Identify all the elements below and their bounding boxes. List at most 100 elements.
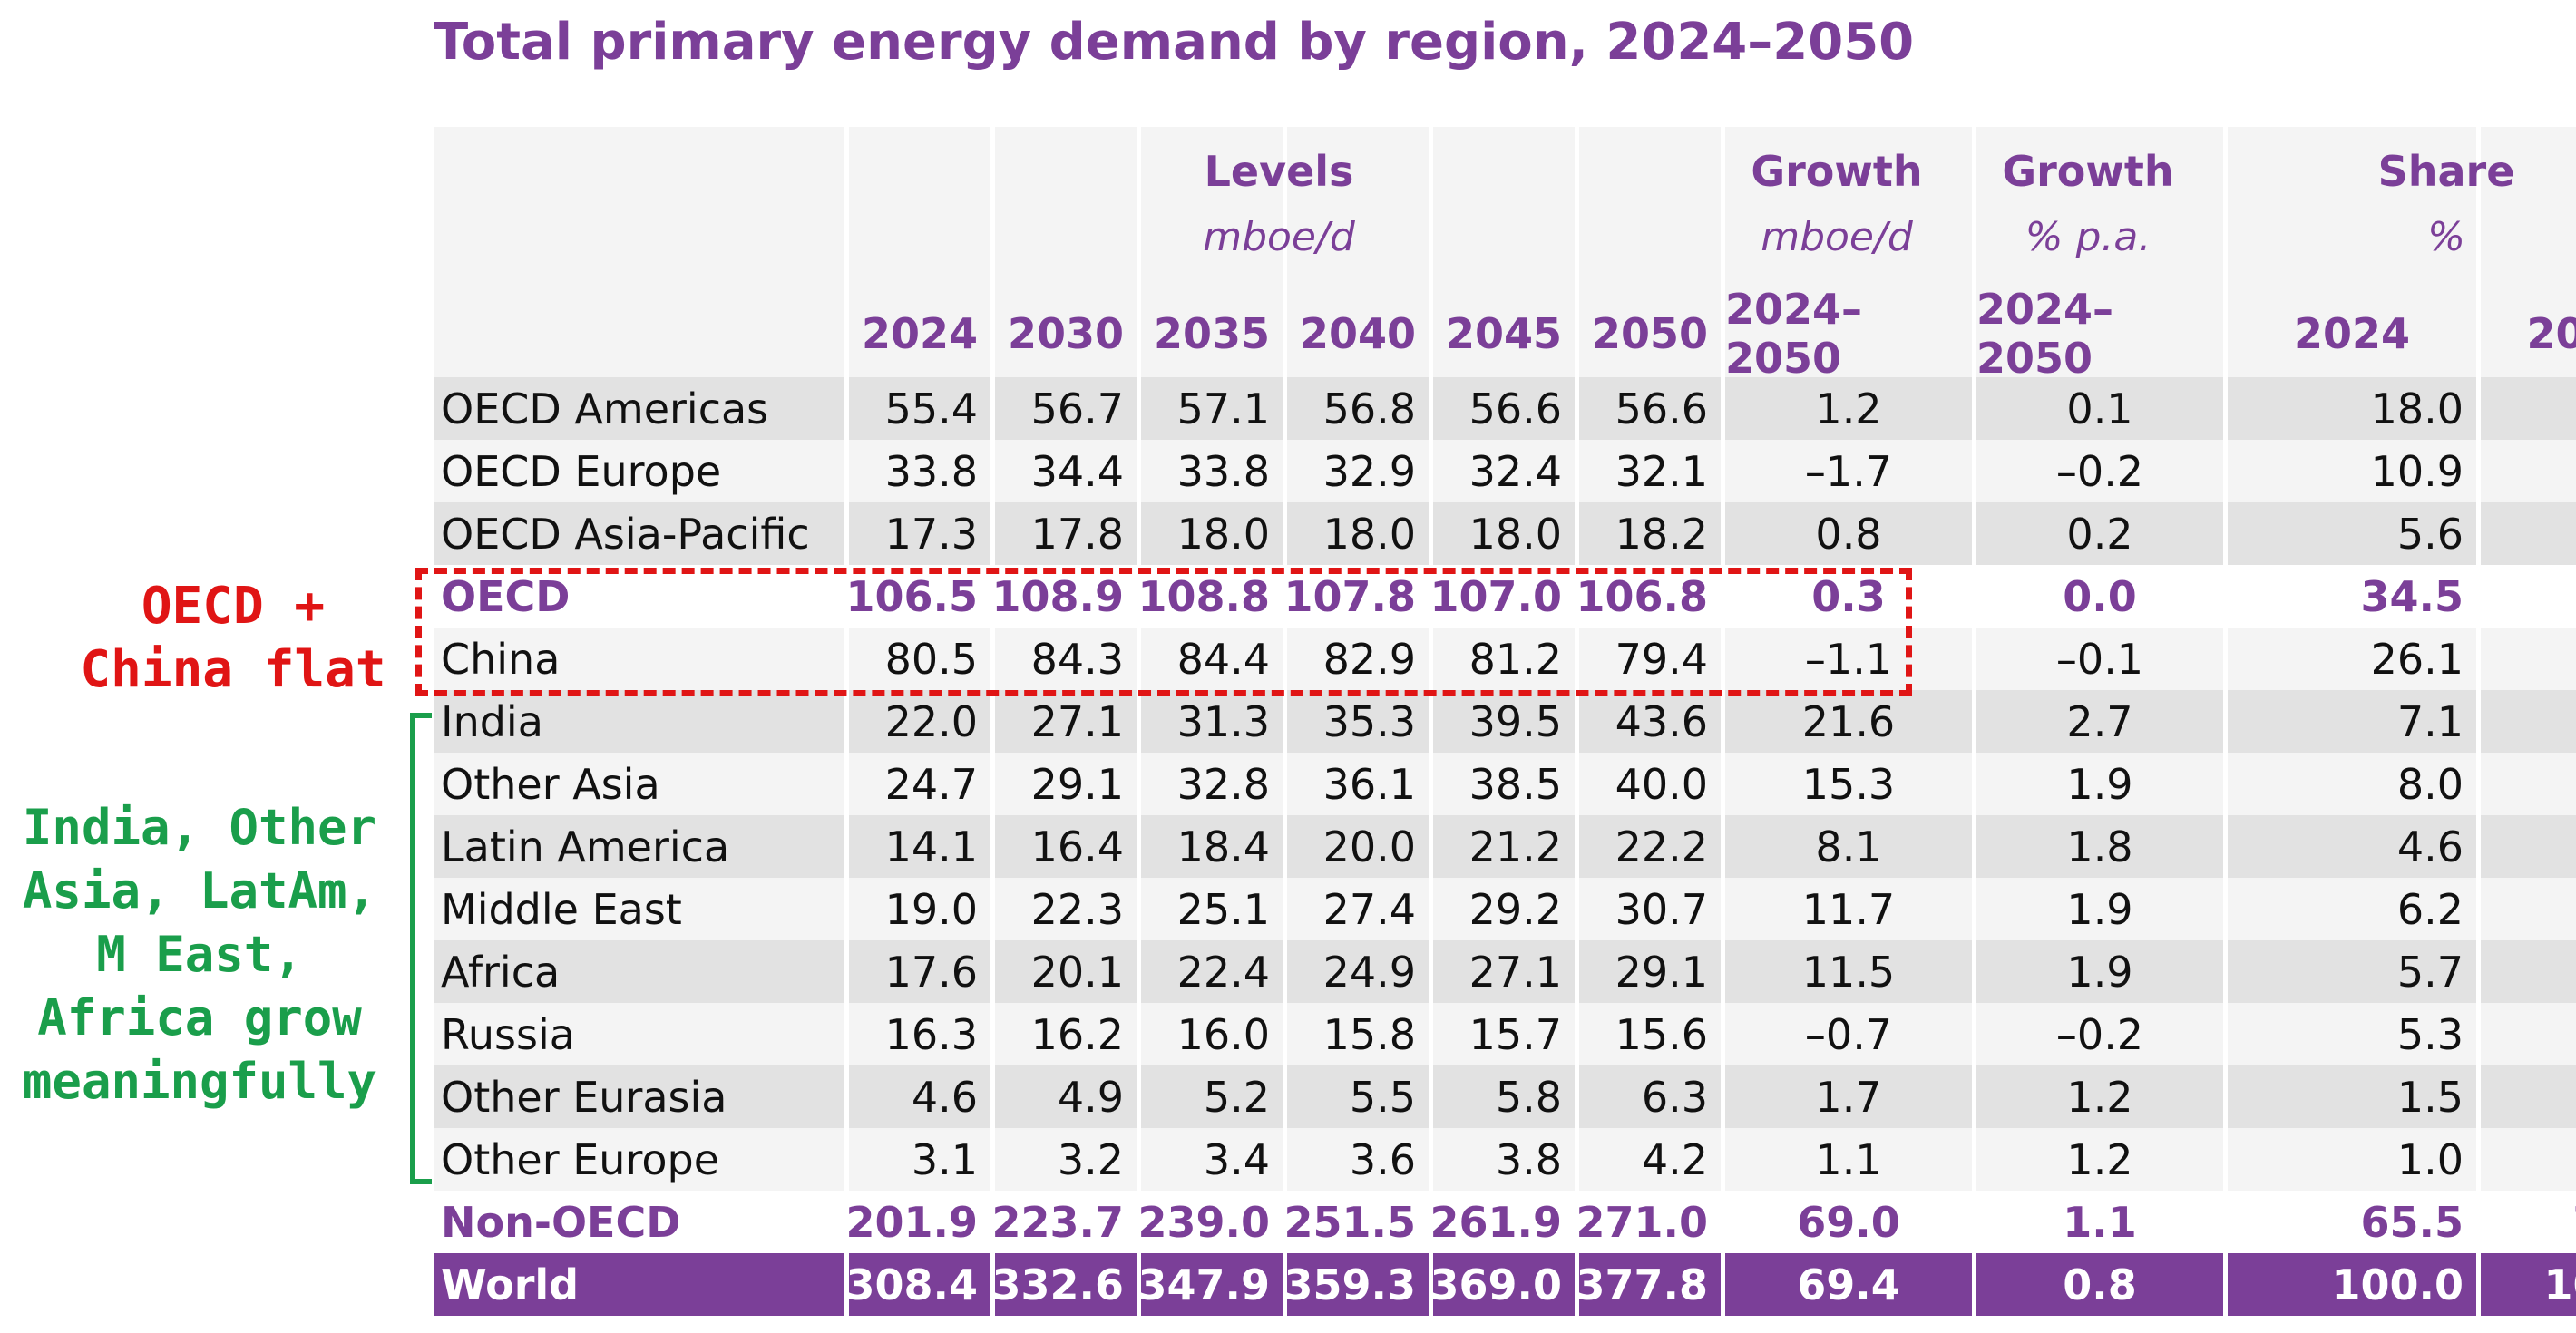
table-cell: 56.8 xyxy=(1287,377,1429,440)
table-cell: 56.6 xyxy=(1579,377,1721,440)
growth-abs-header-label: Growth xyxy=(1751,147,1923,196)
table-cell: 24.7 xyxy=(849,753,990,815)
table-cell: 21.6 xyxy=(1725,690,1972,753)
oecd-china-highlight-box xyxy=(415,568,1912,696)
green-annotation-line: Africa grow xyxy=(37,989,362,1046)
share-header-unit: % xyxy=(2427,214,2465,260)
table-cell: 22.0 xyxy=(849,690,990,753)
table-cell: 3.2 xyxy=(995,1128,1137,1191)
red-annotation: OECD + China flat xyxy=(74,575,392,702)
table-cell: 11.5 xyxy=(2481,690,2576,753)
table-cell: 4.2 xyxy=(1579,1128,1721,1191)
table-cell: 15.6 xyxy=(1579,1003,1721,1065)
table-cell: 14.1 xyxy=(849,815,990,878)
table-cell: 36.1 xyxy=(1287,753,1429,815)
table-cell: 7.1 xyxy=(2228,690,2476,753)
table-cell: 4.9 xyxy=(995,1065,1137,1128)
table-cell: 100.0 xyxy=(2228,1253,2476,1316)
table-cell: 5.9 xyxy=(2481,815,2576,878)
table-cell: 1.7 xyxy=(1725,1065,1972,1128)
green-annotation-line: meaningfully xyxy=(22,1053,377,1110)
year-header: 2045 xyxy=(1445,309,1563,358)
table-cell: 0.1 xyxy=(1976,377,2223,440)
table-cell: 1.8 xyxy=(1976,815,2223,878)
table-cell: 56.7 xyxy=(995,377,1137,440)
table-cell: 21.2 xyxy=(1433,815,1575,878)
table-cell: 8.1 xyxy=(1725,815,1972,878)
table-cell: 369.0 xyxy=(1433,1253,1575,1316)
region-label: Latin America xyxy=(434,815,844,878)
table-cell: 65.5 xyxy=(2228,1191,2476,1253)
table-cell: 11.5 xyxy=(1725,940,1972,1003)
share-header-label: Share xyxy=(2377,147,2515,196)
table-cell: –1.1 xyxy=(1725,628,1972,690)
table-cell: –0.2 xyxy=(1976,1003,2223,1065)
table-cell: 4.6 xyxy=(2228,815,2476,878)
region-label: Russia xyxy=(434,1003,844,1065)
table-cell: 16.0 xyxy=(1141,1003,1283,1065)
table-cell: 201.9 xyxy=(849,1191,990,1253)
table-cell: 1.0 xyxy=(2228,1128,2476,1191)
region-label: Other Europe xyxy=(434,1128,844,1191)
growth-pct-header-unit: % p.a. xyxy=(2025,214,2152,260)
table-cell: 17.8 xyxy=(995,502,1137,565)
region-label: India xyxy=(434,690,844,753)
table-cell: 2.7 xyxy=(1976,690,2223,753)
year-header: 2024–2050 xyxy=(1725,285,1863,383)
table-cell: 18.0 xyxy=(1141,502,1283,565)
header-cell xyxy=(849,127,990,377)
region-label: OECD Americas xyxy=(434,377,844,440)
table-cell: 8.5 xyxy=(2481,440,2576,502)
red-annotation-line: OECD + xyxy=(141,577,326,636)
table-cell: 1.9 xyxy=(1976,940,2223,1003)
region-label: Africa xyxy=(434,940,844,1003)
table-cell: 29.2 xyxy=(1433,878,1575,940)
green-annotation-line: Asia, LatAm, xyxy=(22,862,377,919)
year-header: 2024 xyxy=(861,309,979,358)
table-cell: 108.8 xyxy=(1141,565,1283,628)
table-cell: 5.5 xyxy=(1287,1065,1429,1128)
table-cell: 69.0 xyxy=(1725,1191,1972,1253)
red-annotation-line: China flat xyxy=(80,640,386,699)
table-cell: 32.1 xyxy=(1579,440,1721,502)
table-cell: 18.2 xyxy=(1579,502,1721,565)
table-cell: 26.1 xyxy=(2228,628,2476,690)
table-cell: 4.8 xyxy=(2481,502,2576,565)
table-cell: 19.0 xyxy=(849,878,990,940)
table-cell: 18.4 xyxy=(1141,815,1283,878)
table-cell: 40.0 xyxy=(1579,753,1721,815)
table-cell: 1.9 xyxy=(1976,878,2223,940)
table-cell: 7.7 xyxy=(2481,940,2576,1003)
table-cell: 4.6 xyxy=(849,1065,990,1128)
table-cell: –0.7 xyxy=(1725,1003,1972,1065)
table-cell: 16.3 xyxy=(849,1003,990,1065)
table-cell: 16.2 xyxy=(995,1003,1137,1065)
table-cell: 1.2 xyxy=(1976,1128,2223,1191)
table-cell: 28.3 xyxy=(2481,565,2576,628)
table-cell: –1.7 xyxy=(1725,440,1972,502)
region-label: OECD Europe xyxy=(434,440,844,502)
table-cell: 57.1 xyxy=(1141,377,1283,440)
table-cell: 107.0 xyxy=(1433,565,1575,628)
table-cell: 34.5 xyxy=(2228,565,2476,628)
year-header: 2040 xyxy=(1299,309,1417,358)
year-header: 2024–2050 xyxy=(1976,285,2114,383)
header-cell xyxy=(1725,127,1972,377)
table-cell: 32.9 xyxy=(1287,440,1429,502)
table-cell: 15.8 xyxy=(1287,1003,1429,1065)
table-cell: 107.8 xyxy=(1287,565,1429,628)
region-label: Other Asia xyxy=(434,753,844,815)
table-cell: 35.3 xyxy=(1287,690,1429,753)
table-cell: 38.5 xyxy=(1433,753,1575,815)
table-cell: 82.9 xyxy=(1287,628,1429,690)
header-cell xyxy=(1579,127,1721,377)
share-header: Share % xyxy=(2216,127,2576,377)
growth-pct-header-label: Growth xyxy=(2002,147,2174,196)
green-annotation-line: India, Other xyxy=(22,799,377,856)
table-cell: 0.0 xyxy=(1976,565,2223,628)
table-cell: 18.0 xyxy=(1287,502,1429,565)
growth-pct-header: Growth % p.a. xyxy=(1965,127,2211,377)
levels-header-label: Levels xyxy=(1204,147,1354,196)
table-cell: 27.4 xyxy=(1287,878,1429,940)
table-cell: 69.4 xyxy=(1725,1253,1972,1316)
